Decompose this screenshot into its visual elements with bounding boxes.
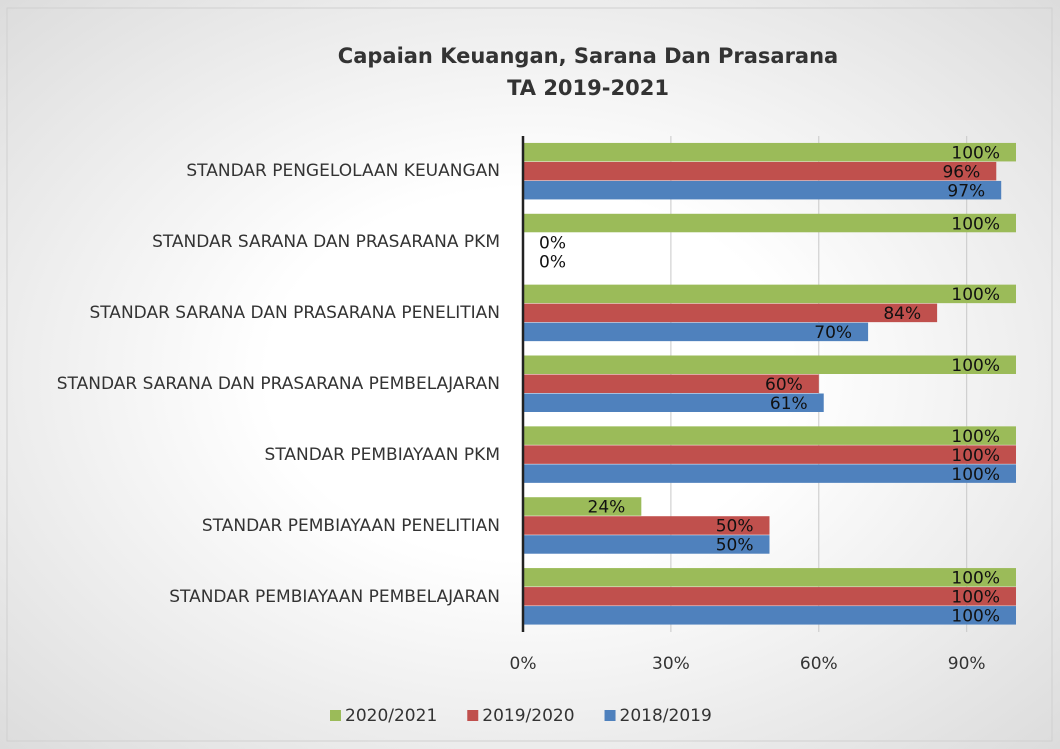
legend-label: 2020/2021	[345, 706, 437, 726]
chart-subtitle: TA 2019-2021	[507, 76, 669, 100]
bar	[523, 426, 1016, 445]
bar	[523, 606, 1016, 625]
data-label: 100%	[951, 214, 1000, 234]
legend-label: 2019/2020	[482, 706, 574, 726]
frame	[6, 7, 1053, 742]
data-label: 100%	[951, 143, 1000, 163]
category-label: STANDAR PEMBIAYAAN PEMBELAJARAN	[169, 586, 500, 607]
bar	[523, 568, 1016, 587]
category-label: STANDAR PENGELOLAAN KEUANGAN	[186, 161, 500, 182]
data-label: 0%	[539, 252, 566, 272]
data-label: 97%	[947, 181, 985, 201]
legend-swatch	[330, 710, 341, 721]
bar	[523, 445, 1016, 464]
category-label: STANDAR PEMBIAYAAN PENELITIAN	[201, 515, 500, 536]
bar	[523, 516, 770, 535]
legend-swatch	[467, 710, 479, 721]
x-tick-label: 0%	[510, 654, 537, 674]
data-label: 96%	[942, 162, 980, 182]
bar	[523, 374, 819, 393]
bar	[523, 393, 824, 412]
data-label: 100%	[951, 569, 1000, 589]
x-tick-label: 60%	[800, 654, 838, 674]
bar	[523, 464, 1016, 483]
bar	[523, 303, 938, 323]
category-label: STANDAR SARANA DAN PRASARANA PKM	[152, 232, 500, 253]
category-label: STANDAR SARANA DAN PRASARANA PENELITIAN	[89, 303, 500, 324]
data-label: 60%	[765, 375, 803, 395]
data-label: 84%	[883, 304, 921, 324]
data-label: 61%	[770, 394, 808, 414]
bar	[523, 142, 1016, 162]
bar	[523, 322, 869, 342]
data-label: 24%	[588, 498, 626, 518]
bar	[523, 355, 1016, 374]
bar	[523, 497, 642, 516]
bar	[523, 180, 1002, 200]
legend-swatch	[604, 710, 616, 721]
legend-label: 2018/2019	[620, 706, 712, 726]
data-label: 50%	[716, 517, 754, 537]
category-label: STANDAR SARANA DAN PRASARANA PEMBELAJARA…	[56, 374, 500, 394]
data-label: 100%	[951, 285, 1000, 305]
data-label: 100%	[951, 427, 1000, 447]
data-label: 70%	[814, 323, 852, 343]
x-tick-label: 30%	[652, 654, 690, 674]
data-label: 100%	[951, 588, 1000, 608]
bar	[523, 161, 997, 181]
bar	[523, 213, 1016, 233]
bar	[523, 587, 1016, 606]
data-label: 100%	[951, 356, 1000, 376]
data-label: 50%	[716, 536, 754, 556]
x-tick-label: 90%	[948, 654, 986, 674]
data-label: 100%	[951, 446, 1000, 466]
data-label: 100%	[951, 607, 1000, 627]
data-label: 0%	[539, 233, 566, 253]
category-label: STANDAR PEMBIAYAAN PKM	[264, 444, 500, 465]
bar	[523, 284, 1016, 304]
bar	[523, 535, 770, 554]
data-label: 100%	[951, 465, 1000, 485]
chart-title: Capaian Keuangan, Sarana Dan Prasarana	[338, 44, 838, 68]
